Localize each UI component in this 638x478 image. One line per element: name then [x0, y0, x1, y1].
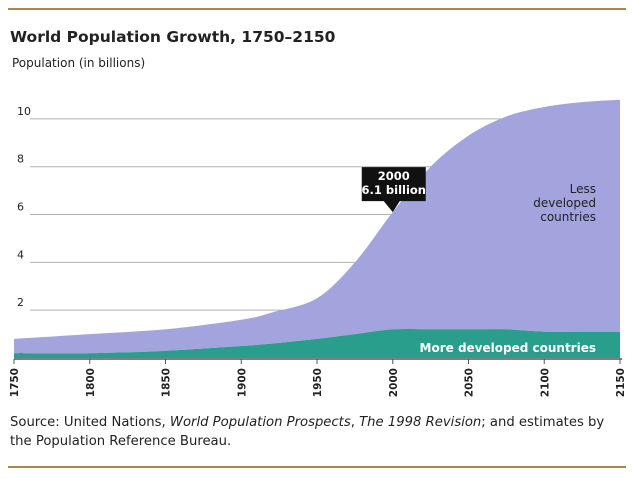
top-rule [8, 8, 626, 10]
source-note: Source: United Nations, World Population… [10, 413, 630, 451]
x-tick-label-1900: 1900 [236, 368, 248, 397]
y-tick-label-4: 4 [17, 248, 24, 261]
chart-title: World Population Growth, 1750–2150 [10, 28, 336, 46]
bottom-rule [8, 466, 626, 468]
source-prefix: Source: United Nations, [10, 415, 170, 430]
x-tick-label-1800: 1800 [85, 368, 97, 397]
x-tick-label-1850: 1850 [161, 368, 173, 397]
series-label-less-line-2: developed [533, 196, 596, 210]
y-tick-label-2: 2 [17, 296, 24, 309]
x-tick-label-2150: 2150 [615, 368, 627, 397]
y-tick-label-10: 10 [17, 105, 31, 118]
source-suffix: ; and estimates by the Population Refere… [10, 415, 605, 449]
annotation-line-2: 6.1 billion [362, 183, 426, 197]
x-tick-label-2000: 2000 [388, 368, 400, 397]
x-tick-label-1750: 1750 [9, 368, 21, 397]
source-edition: The 1998 Revision [359, 415, 482, 430]
population-chart: 0246810175018001850190019502000205021002… [9, 99, 627, 397]
y-axis-label: Population (in billions) [12, 56, 146, 70]
source-separator: , [350, 415, 360, 430]
annotation-line-1: 2000 [378, 169, 410, 183]
series-label-more: More developed countries [420, 341, 596, 355]
source-title: World Population Prospects [169, 415, 351, 430]
y-tick-label-8: 8 [17, 153, 24, 166]
area-more-developed [14, 328, 620, 358]
x-tick-label-2050: 2050 [464, 368, 476, 397]
area-less-developed [14, 99, 620, 354]
series-label-less-line-3: countries [540, 210, 596, 224]
y-tick-label-6: 6 [17, 201, 24, 214]
x-tick-label-2100: 2100 [539, 368, 551, 397]
x-tick-label-1950: 1950 [312, 368, 324, 397]
series-label-less-line-1: Less [570, 182, 596, 196]
annotation-callout [361, 167, 426, 213]
